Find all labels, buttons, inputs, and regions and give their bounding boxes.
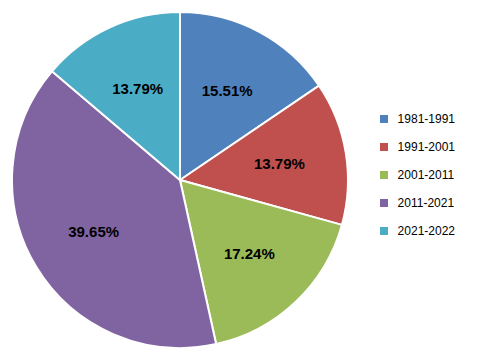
html-text:1981-1991: 1981-1991 <box>397 111 455 126</box>
svg-text:13.79%: 13.79% <box>254 155 305 172</box>
html-text:1991-2001: 1991-2001 <box>397 139 455 154</box>
svg-text:39.65%: 39.65% <box>68 223 119 240</box>
html-text:2001-2011: 2001-2011 <box>397 167 455 182</box>
svg-text:17.24%: 17.24% <box>224 245 275 262</box>
html-text:2011-2021: 2011-2021 <box>397 195 455 210</box>
html-text:2021-2022: 2021-2022 <box>397 223 455 238</box>
svg-text:13.79%: 13.79% <box>112 80 163 97</box>
svg-text:15.51%: 15.51% <box>202 82 253 99</box>
